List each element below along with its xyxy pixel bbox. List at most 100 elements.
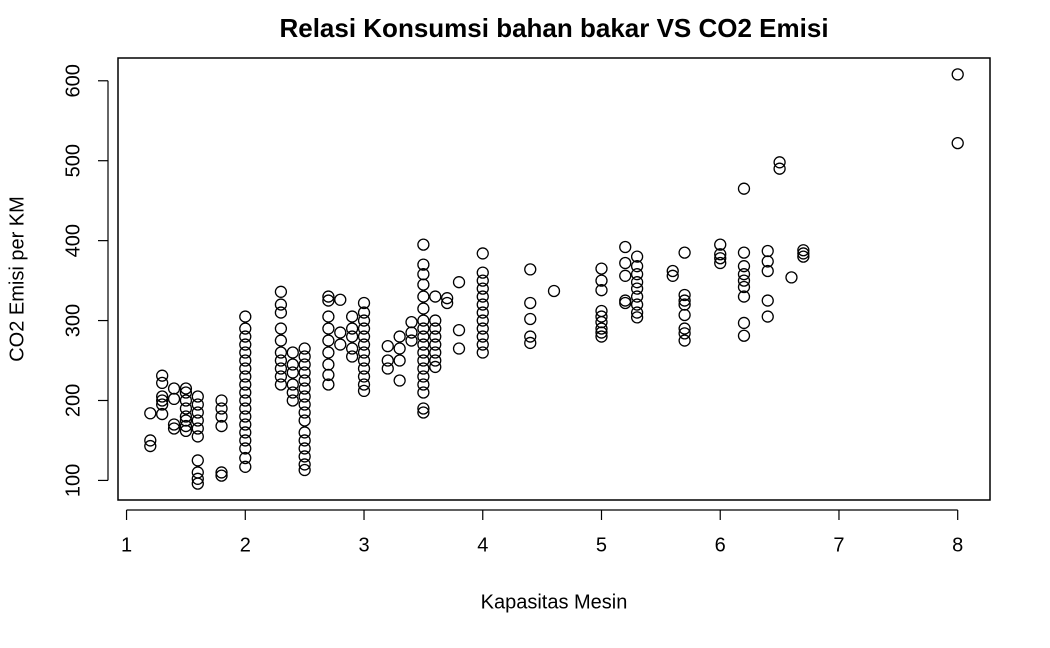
point [357, 370, 371, 383]
point [417, 402, 430, 415]
chart-title: Relasi Konsumsi bahan bakar VS CO2 Emisi [279, 13, 828, 43]
point [286, 378, 299, 391]
point [156, 369, 169, 382]
point [322, 322, 335, 335]
point [547, 284, 561, 298]
point [239, 418, 252, 431]
point [524, 330, 537, 343]
point [737, 182, 751, 195]
point [298, 434, 311, 447]
point [630, 311, 644, 324]
point [452, 324, 466, 337]
point [417, 378, 430, 391]
point [630, 306, 644, 319]
point [298, 358, 311, 371]
point [417, 346, 430, 359]
point [298, 366, 311, 379]
point [144, 407, 157, 420]
point [239, 386, 252, 399]
x-tick-label: 1 [121, 534, 132, 556]
point [298, 458, 311, 471]
point [298, 390, 311, 403]
point [595, 310, 608, 323]
point [322, 368, 335, 382]
point [951, 136, 964, 150]
point [476, 266, 489, 279]
point [405, 326, 418, 339]
point [773, 156, 786, 169]
point [761, 264, 774, 278]
point [761, 244, 774, 258]
point [476, 298, 489, 311]
point [619, 240, 632, 254]
point [678, 327, 691, 340]
x-tick-label: 5 [596, 534, 607, 556]
point [274, 298, 288, 311]
point [179, 382, 193, 395]
point [274, 362, 288, 375]
point [417, 330, 430, 343]
point [393, 342, 406, 355]
point [286, 366, 299, 379]
point [239, 442, 252, 455]
point [714, 248, 727, 261]
point [156, 394, 169, 407]
point [167, 382, 181, 395]
point [595, 330, 608, 343]
point [298, 463, 311, 477]
point [417, 386, 430, 399]
y-tick-label: 600 [62, 64, 84, 97]
point [274, 346, 288, 359]
point [666, 264, 679, 278]
point [298, 350, 311, 363]
point [345, 350, 359, 363]
point [191, 414, 204, 427]
point [191, 454, 204, 467]
point [179, 402, 193, 415]
point [678, 322, 691, 335]
point [393, 374, 406, 387]
point [191, 390, 204, 403]
point [357, 354, 371, 367]
point [630, 282, 644, 295]
point [429, 346, 442, 359]
point [357, 362, 371, 375]
point [239, 378, 252, 391]
y-tick-label: 100 [62, 464, 84, 497]
point [737, 316, 751, 330]
x-tick-label: 3 [358, 534, 369, 556]
point [239, 370, 252, 383]
point [357, 378, 371, 391]
point [524, 263, 537, 276]
point [440, 296, 454, 310]
point [476, 274, 489, 287]
point [761, 255, 774, 268]
point [215, 402, 228, 415]
point [737, 246, 751, 259]
point [666, 269, 679, 282]
point [417, 362, 430, 375]
point [334, 326, 347, 339]
x-tick-label: 8 [952, 534, 963, 556]
point [476, 247, 489, 260]
point [239, 354, 252, 367]
point [737, 280, 751, 294]
point [761, 294, 774, 307]
point [476, 306, 489, 319]
point [429, 290, 442, 303]
point [357, 384, 371, 398]
point [179, 386, 193, 399]
point [678, 308, 691, 322]
point [393, 330, 406, 343]
point [179, 424, 193, 438]
point [345, 342, 359, 355]
point [429, 330, 442, 343]
point [345, 330, 359, 343]
point [167, 392, 181, 406]
point [405, 316, 418, 329]
point [239, 451, 252, 465]
point [322, 294, 335, 307]
point [619, 256, 632, 270]
point [429, 314, 442, 327]
